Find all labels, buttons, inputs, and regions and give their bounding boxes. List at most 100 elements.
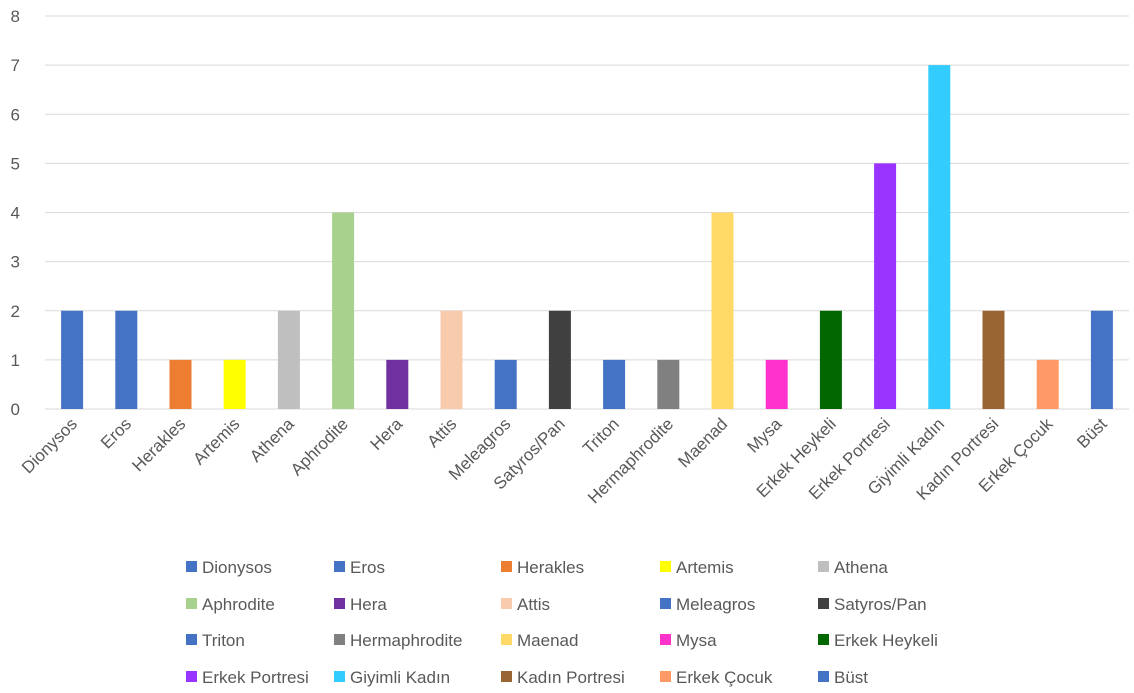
legend-label: Satyros/Pan: [834, 595, 927, 614]
bar: [819, 310, 842, 409]
legend-swatch: [186, 561, 197, 572]
legend-item: Hermaphrodite: [334, 631, 462, 650]
legend-item: Erkek Portresi: [186, 668, 309, 687]
legend-swatch: [660, 598, 671, 609]
legend-label: Eros: [350, 558, 385, 577]
bar: [603, 359, 626, 409]
legend-label: Athena: [834, 558, 888, 577]
bar: [548, 310, 571, 409]
bar: [657, 359, 680, 409]
y-tick-label: 7: [11, 56, 20, 75]
x-tick-label: Maenad: [674, 414, 731, 471]
legend-label: Mysa: [676, 631, 717, 650]
legend-item: Meleagros: [660, 595, 755, 614]
legend-swatch: [501, 634, 512, 645]
legend-label: Aphrodite: [202, 595, 275, 614]
bar: [765, 359, 788, 409]
legend-label: Kadın Portresi: [517, 668, 625, 687]
bar: [494, 359, 517, 409]
x-tick-label: Triton: [579, 414, 623, 458]
legend-label: Erkek Heykeli: [834, 631, 938, 650]
legend-label: Herakles: [517, 558, 584, 577]
legend-label: Dionysos: [202, 558, 272, 577]
y-tick-label: 2: [11, 302, 20, 321]
bar: [277, 310, 300, 409]
legend-swatch: [334, 598, 345, 609]
legend-item: Aphrodite: [186, 595, 275, 614]
x-tick-label: Büst: [1073, 414, 1111, 452]
legend-swatch: [818, 671, 829, 682]
bar: [440, 310, 463, 409]
legend-swatch: [186, 598, 197, 609]
legend-swatch: [186, 634, 197, 645]
legend-swatch: [660, 561, 671, 572]
legend-item: Dionysos: [186, 558, 272, 577]
y-axis-ticks: 0 1 2 3 4 5 6 7 8: [11, 7, 20, 419]
x-tick-label: Dionysos: [18, 414, 81, 477]
legend-label: Artemis: [676, 558, 734, 577]
legend-label: Giyimli Kadın: [350, 668, 450, 687]
gridlines: [45, 15, 1129, 410]
legend-item: Giyimli Kadın: [334, 668, 450, 687]
x-tick-label: Aphrodite: [287, 414, 352, 479]
legend-swatch: [334, 634, 345, 645]
legend-swatch: [818, 598, 829, 609]
legend-swatch: [334, 561, 345, 572]
legend-label: Hermaphrodite: [350, 631, 462, 650]
legend-swatch: [660, 671, 671, 682]
x-tick-label: Hera: [367, 414, 407, 454]
legend-item: Athena: [818, 558, 888, 577]
legend-item: Attis: [501, 595, 550, 614]
bar: [61, 310, 84, 409]
bar: [332, 212, 355, 409]
legend-item: Hera: [334, 595, 387, 614]
legend-swatch: [186, 671, 197, 682]
legend-label: Maenad: [517, 631, 578, 650]
legend-item: Erkek Heykeli: [818, 631, 938, 650]
bar: [386, 359, 409, 409]
legend-item: Satyros/Pan: [818, 595, 927, 614]
legend-label: Erkek Çocuk: [676, 668, 773, 687]
bar: [1036, 359, 1059, 409]
legend-label: Triton: [202, 631, 245, 650]
bar: [169, 359, 192, 409]
legend-swatch: [334, 671, 345, 682]
legend-item: Büst: [818, 668, 868, 687]
legend-item: Artemis: [660, 558, 734, 577]
bar: [928, 65, 951, 409]
legend-label: Hera: [350, 595, 387, 614]
legend-item: Kadın Portresi: [501, 668, 625, 687]
bar: [982, 310, 1005, 409]
legend-swatch: [501, 598, 512, 609]
y-tick-label: 5: [11, 154, 20, 173]
legend-item: Mysa: [660, 631, 717, 650]
x-tick-label: Artemis: [189, 414, 243, 468]
legend-item: Maenad: [501, 631, 578, 650]
legend-swatch: [660, 634, 671, 645]
x-tick-label: Eros: [97, 414, 135, 452]
x-tick-label: Attis: [424, 414, 461, 451]
legend-label: Meleagros: [676, 595, 755, 614]
legend-swatch: [818, 634, 829, 645]
legend-item: Erkek Çocuk: [660, 668, 773, 687]
legend-swatch: [818, 561, 829, 572]
bar: [115, 310, 138, 409]
y-tick-label: 6: [11, 105, 20, 124]
bar: [223, 359, 246, 409]
x-tick-label: Herakles: [128, 414, 189, 475]
y-tick-label: 0: [11, 400, 20, 419]
bar: [711, 212, 734, 409]
y-tick-label: 8: [11, 7, 20, 26]
legend-label: Erkek Portresi: [202, 668, 309, 687]
legend-item: Triton: [186, 631, 245, 650]
bar: [1090, 310, 1113, 409]
y-tick-label: 4: [11, 204, 20, 223]
bars: [61, 65, 1113, 409]
legend: Dionysos Eros Herakles Artemis Athena Aphrodi…: [186, 558, 938, 687]
x-tick-label: Mysa: [743, 414, 786, 457]
y-tick-label: 3: [11, 253, 20, 272]
legend-label: Büst: [834, 668, 868, 687]
y-tick-label: 1: [11, 351, 20, 370]
